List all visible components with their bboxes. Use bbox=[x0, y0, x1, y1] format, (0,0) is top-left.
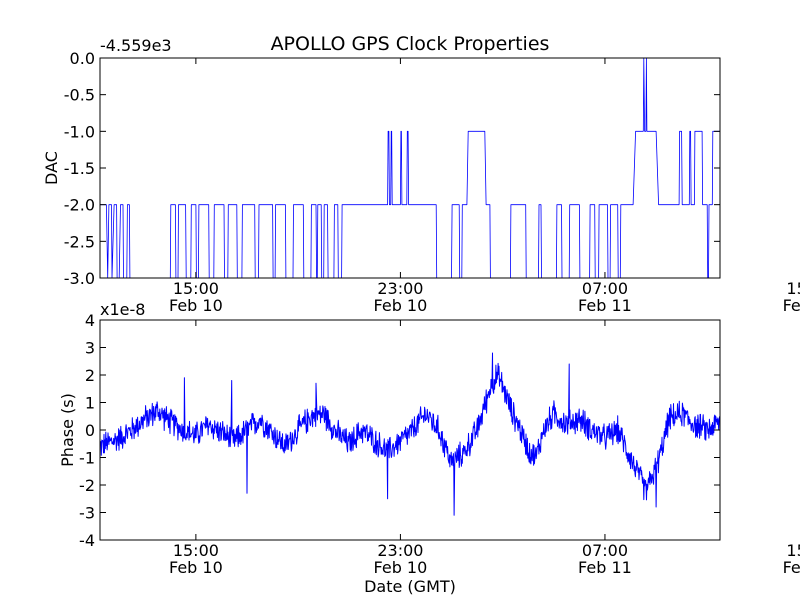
y-tick-label: 4 bbox=[85, 311, 95, 330]
y-tick-label: -2.0 bbox=[64, 196, 95, 215]
x-tick-label-date: Feb 10 bbox=[374, 558, 428, 577]
x-tick-label-date: Feb 10 bbox=[374, 296, 428, 315]
dac-y-ticks: -3.0 -2.5 -2.0 -1.5 -1.0 -0.5 0.0 bbox=[64, 49, 720, 288]
x-tick-label-date: Feb 10 bbox=[169, 296, 223, 315]
y-tick-label: 1 bbox=[85, 394, 95, 413]
x-tick-label-time: 15:00 bbox=[786, 279, 800, 298]
x-tick-label-date: Feb 11 bbox=[578, 296, 632, 315]
y-tick-label: -3.0 bbox=[64, 269, 95, 288]
dac-series-line bbox=[100, 58, 720, 278]
phase-offset-label: x1e-8 bbox=[100, 300, 145, 319]
dac-offset-label: -4.559e3 bbox=[100, 36, 172, 55]
series-line-0-0 bbox=[100, 58, 720, 278]
chart-title: APOLLO GPS Clock Properties bbox=[271, 33, 550, 55]
y-tick-label: -2.5 bbox=[64, 232, 95, 251]
x-tick-label-time: 23:00 bbox=[377, 279, 423, 298]
phase-x-axis-label: Date (GMT) bbox=[364, 577, 456, 596]
y-tick-label: 0 bbox=[85, 421, 95, 440]
x-tick-label-time: 15:00 bbox=[173, 541, 219, 560]
x-tick-label-time: 07:00 bbox=[582, 279, 628, 298]
y-tick-label: 0.0 bbox=[70, 49, 95, 68]
y-tick-label: -3 bbox=[79, 504, 95, 523]
x-tick-label-time: 15:00 bbox=[786, 541, 800, 560]
phase-y-axis-label: Phase (s) bbox=[58, 393, 77, 467]
x-tick-label-date: Feb 10 bbox=[169, 558, 223, 577]
x-tick-label-time: 23:00 bbox=[377, 541, 423, 560]
y-tick-label: -1.0 bbox=[64, 122, 95, 141]
x-tick-label-time: 15:00 bbox=[173, 279, 219, 298]
y-tick-label: -0.5 bbox=[64, 86, 95, 105]
phase-series-line bbox=[100, 352, 720, 516]
y-tick-label: -4 bbox=[79, 531, 95, 550]
y-tick-label: -2 bbox=[79, 476, 95, 495]
x-tick-label-date: Feb 11 bbox=[783, 558, 800, 577]
y-tick-label: 2 bbox=[85, 366, 95, 385]
y-tick-label: 3 bbox=[85, 339, 95, 358]
phase-y-ticks: -4 -3 -2 -1 0 1 2 3 4 bbox=[79, 311, 720, 550]
y-tick-label: -1.5 bbox=[64, 159, 95, 178]
series-line-1-0 bbox=[100, 352, 720, 516]
y-tick-label: -1 bbox=[79, 449, 95, 468]
x-tick-label-time: 07:00 bbox=[582, 541, 628, 560]
dac-y-axis-label: DAC bbox=[42, 151, 61, 185]
x-tick-label-date: Feb 11 bbox=[578, 558, 632, 577]
x-tick-label-date: Feb 11 bbox=[783, 296, 800, 315]
